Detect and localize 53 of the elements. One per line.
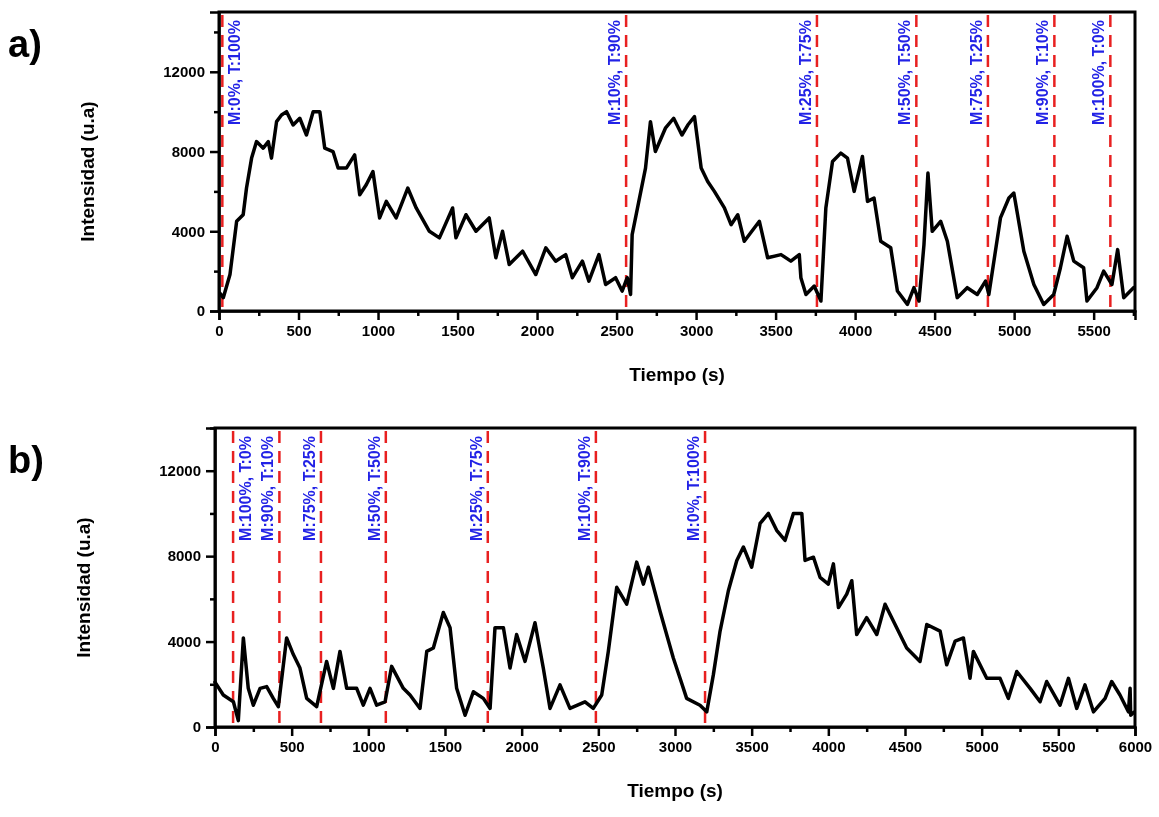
x-tick-label: 4000 [838, 321, 873, 339]
annotation: M:0%, T:100% [226, 20, 244, 125]
x-tick-label: 5500 [1042, 737, 1076, 755]
y-tick-label: 8000 [167, 547, 201, 565]
annotation: M:10%, T:90% [575, 436, 593, 541]
x-tick-label: 4500 [888, 737, 923, 755]
x-tick-label: 1500 [428, 737, 463, 755]
x-tick-label: 3000 [658, 737, 693, 755]
y-tick-label: 4000 [167, 632, 201, 650]
x-tick-label: 4000 [812, 737, 846, 755]
x-axis-title: Tiempo (s) [629, 364, 725, 385]
annotation: M:90%, T:10% [1034, 20, 1052, 125]
x-tick-label: 2500 [582, 737, 616, 755]
y-tick-label: 12000 [163, 63, 205, 81]
x-tick-label: 6000 [1118, 737, 1153, 755]
x-tick-label: 3000 [679, 321, 714, 339]
chart-title: a) [8, 23, 42, 65]
x-tick-label: 5500 [1077, 321, 1111, 339]
x-tick-label: 5000 [997, 321, 1032, 339]
x-tick-label: 1000 [361, 321, 396, 339]
x-tick-label: 3500 [735, 737, 769, 755]
x-tick-label: 1000 [352, 737, 386, 755]
chart-title: b) [8, 439, 44, 481]
x-tick-label: 1500 [441, 321, 475, 339]
x-tick-label: 500 [286, 321, 312, 339]
y-tick-label: 4000 [171, 222, 205, 240]
y-axis-title: Intensidad (u.a) [73, 517, 94, 658]
x-tick-label: 0 [211, 737, 220, 755]
annotation: M:50%, T:50% [896, 20, 914, 125]
annotation: M:100%, T:0% [237, 436, 255, 541]
x-tick-label: 2000 [505, 737, 539, 755]
annotation: M:100%, T:0% [1090, 20, 1108, 125]
y-tick-label: 0 [192, 718, 201, 736]
y-axis-title: Intensidad (u.a) [77, 101, 98, 242]
x-tick-label: 0 [215, 321, 224, 339]
x-tick-label: 500 [279, 737, 305, 755]
annotation: M:25%, T:75% [796, 20, 814, 125]
x-tick-label: 2500 [600, 321, 634, 339]
annotation: M:90%, T:10% [259, 436, 277, 541]
x-tick-label: 5000 [965, 737, 999, 755]
x-tick-label: 2000 [520, 321, 555, 339]
y-tick-label: 8000 [171, 142, 205, 160]
x-tick-label: 4500 [918, 321, 952, 339]
y-tick-label: 12000 [159, 462, 201, 480]
annotation: M:0%, T:100% [685, 436, 703, 541]
x-axis-title: Tiempo (s) [627, 780, 723, 801]
annotation: M:25%, T:75% [467, 436, 485, 541]
annotation: M:50%, T:50% [365, 436, 383, 541]
annotation: M:10%, T:90% [606, 20, 624, 125]
annotation: M:75%, T:25% [967, 20, 985, 125]
annotation: M:75%, T:25% [300, 436, 318, 541]
y-tick-label: 0 [196, 302, 205, 320]
x-tick-label: 3500 [759, 321, 793, 339]
